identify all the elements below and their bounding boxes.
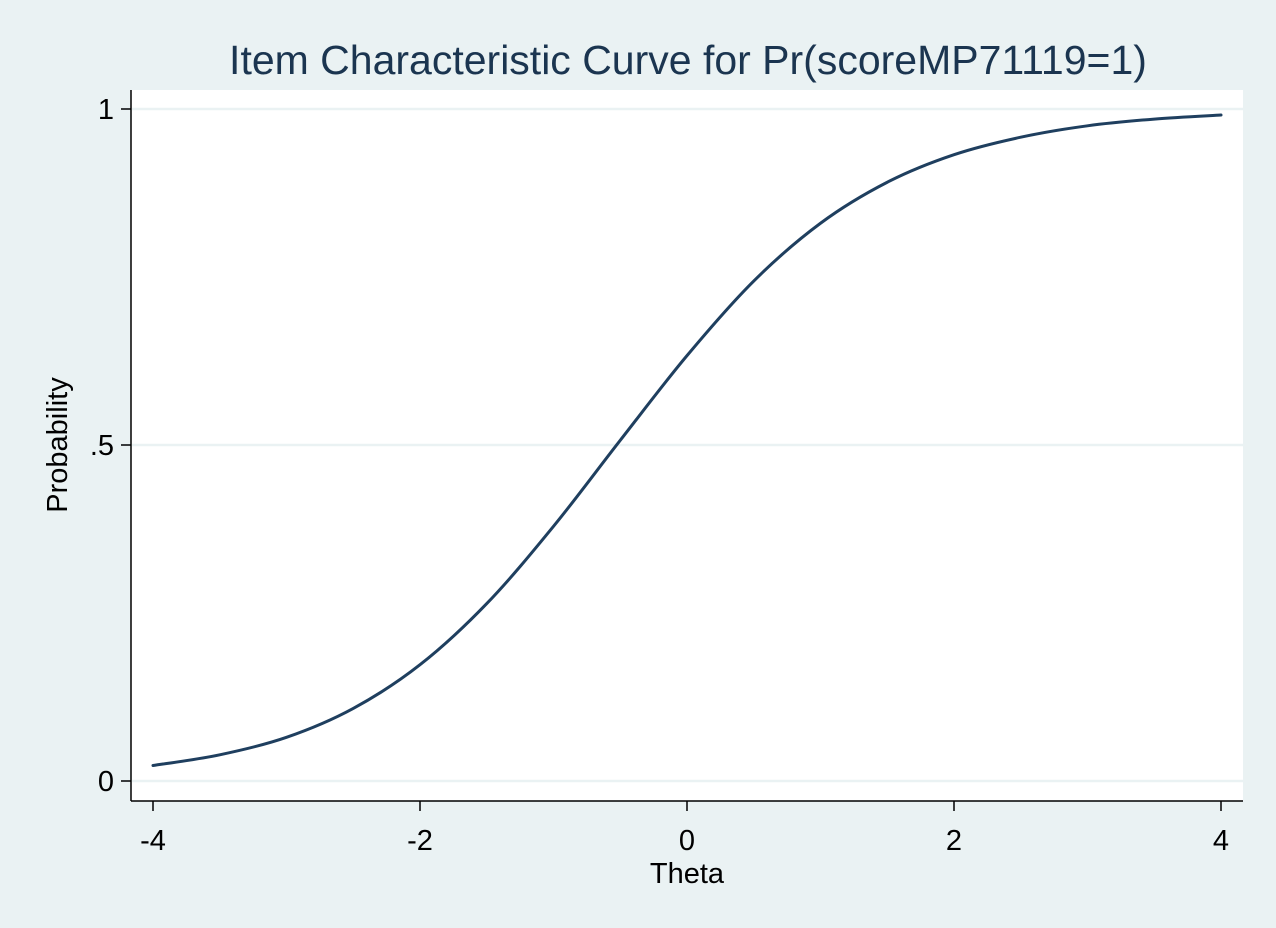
gridlines — [132, 107, 1243, 783]
y-tick-label: .5 — [90, 430, 114, 462]
y-tick-label: 1 — [98, 94, 114, 126]
x-axis-label: Theta — [650, 858, 725, 890]
x-tick-label: 0 — [679, 825, 695, 857]
x-tick-label: -4 — [140, 825, 166, 857]
y-axis-label: Probability — [42, 377, 74, 513]
ticks: 0 .5 1 -4 -2 0 2 4 — [90, 94, 1229, 857]
series — [151, 113, 1223, 768]
y-tick-label: 0 — [98, 766, 114, 798]
x-tick-label: 2 — [946, 825, 962, 857]
x-tick-label: 4 — [1213, 825, 1229, 857]
series-line — [151, 113, 1223, 768]
chart-title: Item Characteristic Curve for Pr(scoreMP… — [229, 37, 1147, 83]
x-tick-label: -2 — [407, 825, 433, 857]
